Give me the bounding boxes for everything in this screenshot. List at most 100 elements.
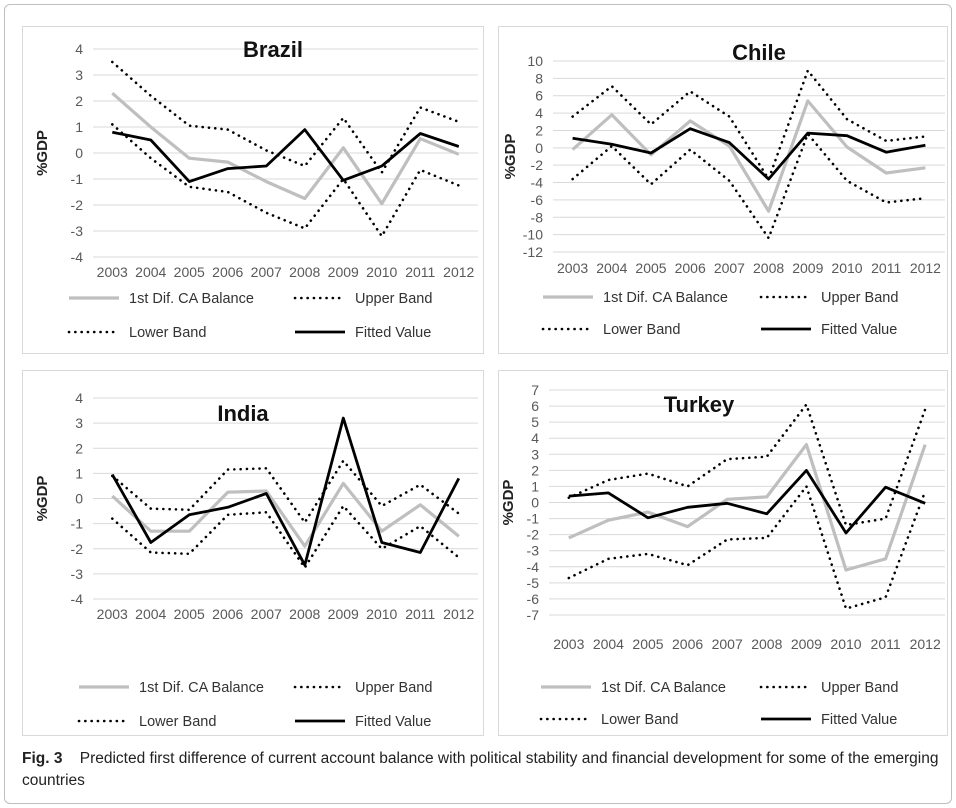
- x-tick-label: 2011: [871, 636, 901, 652]
- y-tick-label: 0: [75, 145, 83, 161]
- legend-label: 1st Dif. CA Balance: [603, 290, 728, 306]
- series-line-1st-dif-ca-balance: [568, 442, 927, 572]
- x-tick-label: 2009: [328, 606, 359, 622]
- series-line-1st-dif-ca-balance: [111, 91, 460, 206]
- y-tick-label: 7: [531, 382, 539, 398]
- figure-caption: Fig. 3 Predicted first difference of cur…: [22, 748, 942, 792]
- series-line-fitted-value: [572, 127, 926, 181]
- y-tick-label: 6: [531, 398, 539, 414]
- x-tick-label: 2005: [174, 606, 205, 622]
- legend-label: Upper Band: [821, 680, 898, 696]
- x-tick-label: 2003: [97, 606, 128, 622]
- y-tick-label: 1: [531, 478, 539, 494]
- y-tick-label: -6: [527, 591, 540, 607]
- series-line-fitted-value: [112, 128, 460, 184]
- y-tick-label: -4: [527, 559, 540, 575]
- legend-label: Fitted Value: [355, 714, 431, 730]
- legend-label: 1st Dif. CA Balance: [139, 680, 264, 696]
- x-tick-label: 2008: [289, 606, 320, 622]
- series-line-fitted-value: [568, 469, 926, 535]
- x-tick-label: 2012: [910, 260, 941, 276]
- chart-svg: -12-10 -8-6-4 -20 246 810 2003 2004 2005 2006 200…: [502, 40, 945, 338]
- series-line-1st-dif-ca-balance: [571, 99, 926, 213]
- legend-label: Fitted Value: [821, 322, 897, 338]
- x-tick-label: 2011: [871, 260, 901, 276]
- x-tick-label: 2009: [328, 264, 359, 280]
- y-tick-label: -1: [71, 171, 84, 187]
- y-axis-title: %GDP: [500, 480, 517, 526]
- series-line-lower-band: [111, 123, 461, 238]
- y-tick-label: 3: [75, 415, 83, 431]
- x-tick-label: 2005: [635, 260, 666, 276]
- y-axis-title: %GDP: [34, 476, 51, 522]
- y-tick-label: 0: [535, 140, 543, 156]
- legend-label: Lower Band: [129, 325, 206, 341]
- y-tick-label: 3: [531, 446, 539, 462]
- y-tick-label: -2: [531, 157, 544, 173]
- y-tick-label: -4: [71, 249, 84, 265]
- figure-caption-text: Predicted first difference of current ac…: [22, 750, 939, 789]
- y-tick-label: -12: [523, 244, 543, 260]
- y-tick-label: -4: [531, 175, 544, 191]
- x-tick-label: 2012: [443, 606, 474, 622]
- y-tick-label: 4: [535, 105, 543, 121]
- chart-panel-turkey: -7 -6 -5 -4 -3 -2 -1 0 1 2 3 4 5 6 7 2003 2004 2005 2006 20…: [498, 370, 948, 736]
- y-tick-label: -3: [71, 566, 84, 582]
- series-line-fitted-value: [111, 416, 461, 567]
- x-tick-label: 2009: [791, 636, 822, 652]
- x-tick-label: 2003: [553, 636, 584, 652]
- y-tick-label: -2: [527, 527, 540, 543]
- y-tick-label: -3: [527, 543, 540, 559]
- chart-title: India: [217, 401, 269, 426]
- chart-panel-india: -4 -3 -2 -1 0 1 2 3 4 2003 2004 2005 2006 2007 2008 200…: [22, 370, 484, 736]
- legend-label: Fitted Value: [355, 325, 431, 341]
- x-tick-label: 2007: [251, 264, 282, 280]
- x-tick-label: 2008: [289, 264, 320, 280]
- x-tick-label: 2007: [251, 606, 282, 622]
- series-line-lower-band: [567, 485, 927, 610]
- y-tick-label: -10: [523, 227, 543, 243]
- x-tick-label: 2008: [751, 636, 782, 652]
- x-tick-label: 2005: [174, 264, 205, 280]
- series-line-upper-band: [571, 69, 927, 181]
- y-tick-label: 1: [75, 119, 83, 135]
- x-tick-label: 2010: [366, 606, 397, 622]
- y-tick-label: 8: [535, 70, 543, 86]
- x-tick-label: 2011: [405, 264, 435, 280]
- y-tick-label: -5: [527, 575, 540, 591]
- legend-label: Upper Band: [355, 291, 432, 307]
- y-tick-label: 4: [75, 390, 83, 406]
- x-tick-label: 2006: [212, 606, 243, 622]
- series-line-upper-band: [111, 60, 461, 174]
- figure-frame: [4, 4, 952, 804]
- chart-panel-brazil: -4 -3 -2 -1 0 1 2 3 4 2003 2004 2005 2006 2007 2008 200…: [22, 26, 484, 354]
- chart-svg: -4 -3 -2 -1 0 1 2 3 4 2003 2004 2005 2006 2007 2008 200…: [34, 37, 478, 341]
- y-tick-label: -4: [71, 591, 84, 607]
- x-tick-label: 2011: [405, 606, 435, 622]
- x-tick-label: 2003: [557, 260, 588, 276]
- x-tick-label: 2003: [97, 264, 128, 280]
- y-tick-label: -7: [527, 607, 540, 623]
- y-tick-label: 2: [531, 462, 539, 478]
- y-tick-label: -1: [527, 511, 540, 527]
- x-tick-label: 2007: [714, 260, 745, 276]
- y-tick-label: 2: [75, 440, 83, 456]
- chart-title: Chile: [732, 40, 786, 65]
- chart-title: Turkey: [664, 392, 735, 417]
- x-tick-label: 2012: [443, 264, 474, 280]
- y-tick-label: 6: [535, 88, 543, 104]
- x-tick-label: 2007: [712, 636, 743, 652]
- x-tick-label: 2004: [135, 264, 166, 280]
- legend-label: Lower Band: [139, 714, 216, 730]
- x-tick-label: 2004: [596, 260, 627, 276]
- x-tick-label: 2010: [830, 636, 861, 652]
- y-tick-label: -8: [531, 209, 544, 225]
- x-tick-label: 2005: [632, 636, 663, 652]
- legend-label: Upper Band: [821, 290, 898, 306]
- legend-label: 1st Dif. CA Balance: [601, 680, 726, 696]
- y-tick-label: 3: [75, 67, 83, 83]
- series-line-upper-band: [111, 459, 461, 524]
- x-tick-label: 2006: [212, 264, 243, 280]
- y-tick-label: -2: [71, 541, 84, 557]
